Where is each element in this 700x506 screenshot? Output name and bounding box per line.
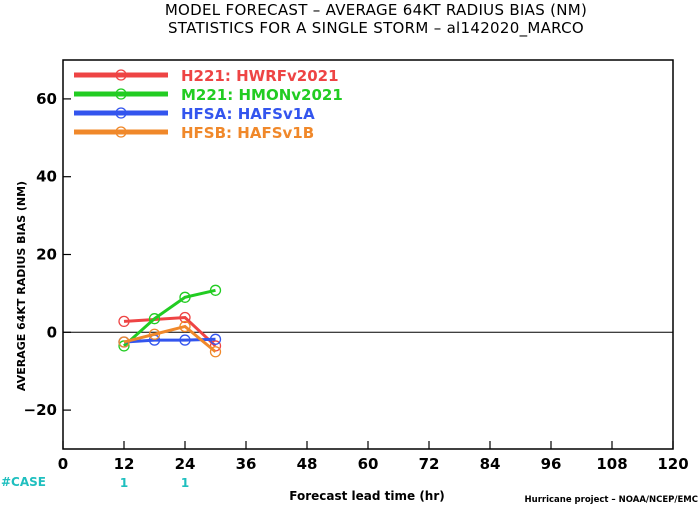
legend-marker bbox=[115, 126, 127, 138]
data-point bbox=[179, 334, 191, 346]
chart-subtitle: STATISTICS FOR A SINGLE STORM – al142020… bbox=[168, 19, 584, 38]
series-line bbox=[123, 288, 216, 348]
data-point bbox=[179, 320, 191, 333]
legend-entry: HFSB: HAFSv1B bbox=[74, 124, 314, 142]
case-row: #CASE 1 1 bbox=[1, 475, 189, 490]
data-point bbox=[179, 311, 191, 324]
series-hfsb bbox=[118, 320, 222, 358]
legend-marker bbox=[115, 69, 127, 81]
x-tick-label: 60 bbox=[358, 455, 379, 473]
y-tick-label: 0 bbox=[47, 323, 57, 341]
legend-entry: M221: HMONv2021 bbox=[74, 86, 343, 104]
case-count: 1 bbox=[120, 476, 128, 490]
y-axis: −20 0 20 40 60 bbox=[24, 90, 71, 419]
data-point bbox=[209, 346, 222, 358]
legend-marker bbox=[115, 88, 127, 100]
x-tick-label: 48 bbox=[297, 455, 318, 473]
y-tick-label: 60 bbox=[36, 90, 57, 108]
series-layer bbox=[118, 284, 222, 358]
data-point bbox=[209, 284, 222, 296]
x-tick-label: 120 bbox=[657, 455, 688, 473]
case-label: #CASE bbox=[1, 475, 46, 489]
legend-label: H221: HWRFv2021 bbox=[181, 67, 339, 85]
x-tick-label: 96 bbox=[541, 455, 562, 473]
legend-label: HFSA: HAFSv1A bbox=[181, 105, 315, 123]
x-axis-label: Forecast lead time (hr) bbox=[289, 489, 445, 503]
data-point bbox=[209, 333, 222, 345]
plot-area bbox=[62, 59, 674, 450]
y-axis-label: AVERAGE 64KT RADIUS BIAS (NM) bbox=[15, 181, 28, 391]
x-tick-label: 72 bbox=[419, 455, 440, 473]
credit-text: Hurricane project – NOAA/NCEP/EMC bbox=[525, 495, 698, 505]
legend-entry: H221: HWRFv2021 bbox=[74, 67, 339, 85]
data-point bbox=[118, 315, 130, 328]
chart-title: MODEL FORECAST – AVERAGE 64KT RADIUS BIA… bbox=[165, 1, 587, 19]
legend-marker bbox=[115, 107, 127, 119]
data-point bbox=[148, 328, 161, 340]
data-point bbox=[118, 336, 130, 348]
x-tick-label: 12 bbox=[114, 455, 135, 473]
series-line bbox=[123, 324, 217, 353]
x-axis: 0 12 24 36 48 60 72 84 96 108 120 bbox=[58, 441, 689, 473]
x-tick-label: 0 bbox=[58, 455, 68, 473]
y-tick-label: −20 bbox=[24, 401, 57, 419]
case-count: 1 bbox=[181, 476, 189, 490]
legend-entry: HFSA: HAFSv1A bbox=[74, 105, 315, 123]
x-tick-label: 84 bbox=[480, 455, 501, 473]
legend-label: M221: HMONv2021 bbox=[181, 86, 343, 104]
data-point bbox=[179, 291, 191, 303]
y-tick-label: 20 bbox=[36, 246, 57, 264]
series-m221 bbox=[118, 284, 222, 352]
series-line bbox=[123, 315, 217, 348]
data-point bbox=[148, 313, 161, 325]
y-tick-label: 40 bbox=[36, 168, 57, 186]
x-tick-label: 24 bbox=[175, 455, 196, 473]
x-tick-label: 108 bbox=[596, 455, 627, 473]
plot-frame bbox=[62, 59, 674, 450]
x-tick-label: 36 bbox=[236, 455, 257, 473]
legend-label: HFSB: HAFSv1B bbox=[181, 124, 314, 142]
